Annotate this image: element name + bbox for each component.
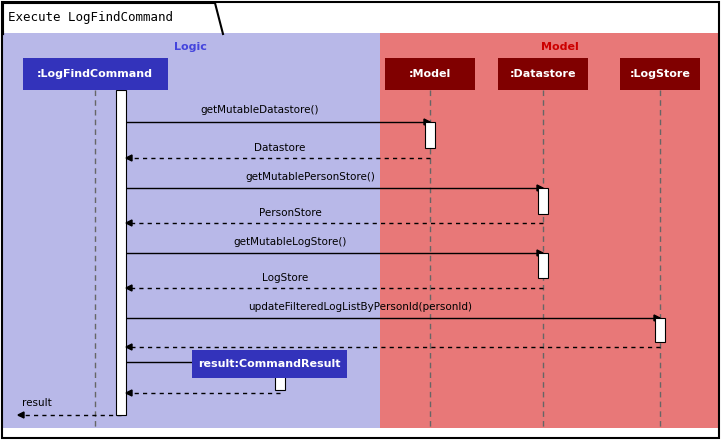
Bar [3,33,380,428]
Text: result: result [22,398,52,408]
Polygon shape [424,119,430,125]
Text: getMutablePersonStore(): getMutablePersonStore() [245,172,375,182]
Polygon shape [537,250,543,256]
Text: LogStore: LogStore [262,273,308,283]
Text: :LogFindCommand: :LogFindCommand [37,69,153,79]
Bar [192,350,347,378]
Polygon shape [126,344,132,350]
Polygon shape [274,359,280,365]
Polygon shape [654,315,660,321]
Text: updateFilteredLogListByPersonId(personId): updateFilteredLogListByPersonId(personId… [248,302,472,312]
Text: :Datastore: :Datastore [510,69,576,79]
Bar [385,58,475,90]
Bar [620,58,700,90]
Bar [275,362,285,390]
Bar [538,188,548,214]
Bar [380,33,718,428]
Text: :Model: :Model [409,69,451,79]
Polygon shape [126,390,132,396]
Polygon shape [126,155,132,161]
Polygon shape [126,220,132,226]
Text: result:CommandResult: result:CommandResult [198,359,341,369]
Text: PersonStore: PersonStore [259,208,322,218]
Bar [538,253,548,278]
Text: Execute LogFindCommand: Execute LogFindCommand [8,11,173,23]
Bar [116,90,126,415]
Text: :LogStore: :LogStore [629,69,691,79]
Bar [425,122,435,148]
Polygon shape [18,412,24,418]
Polygon shape [126,285,132,291]
Bar [655,318,665,342]
Text: Datastore: Datastore [255,143,306,153]
Text: getMutableLogStore(): getMutableLogStore() [234,237,347,247]
Text: getMutableDatastore(): getMutableDatastore() [200,105,319,115]
Polygon shape [537,185,543,191]
Text: Logic: Logic [174,42,206,52]
Text: Model: Model [541,42,579,52]
Bar [498,58,588,90]
Bar [22,58,167,90]
